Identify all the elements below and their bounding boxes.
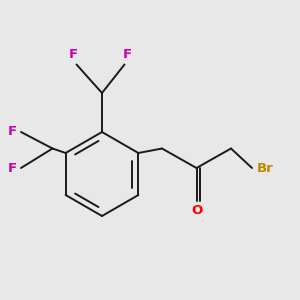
Text: O: O: [191, 204, 202, 217]
Text: Br: Br: [256, 161, 273, 175]
Text: F: F: [8, 125, 16, 139]
Text: F: F: [123, 49, 132, 62]
Text: F: F: [8, 161, 16, 175]
Text: F: F: [69, 49, 78, 62]
